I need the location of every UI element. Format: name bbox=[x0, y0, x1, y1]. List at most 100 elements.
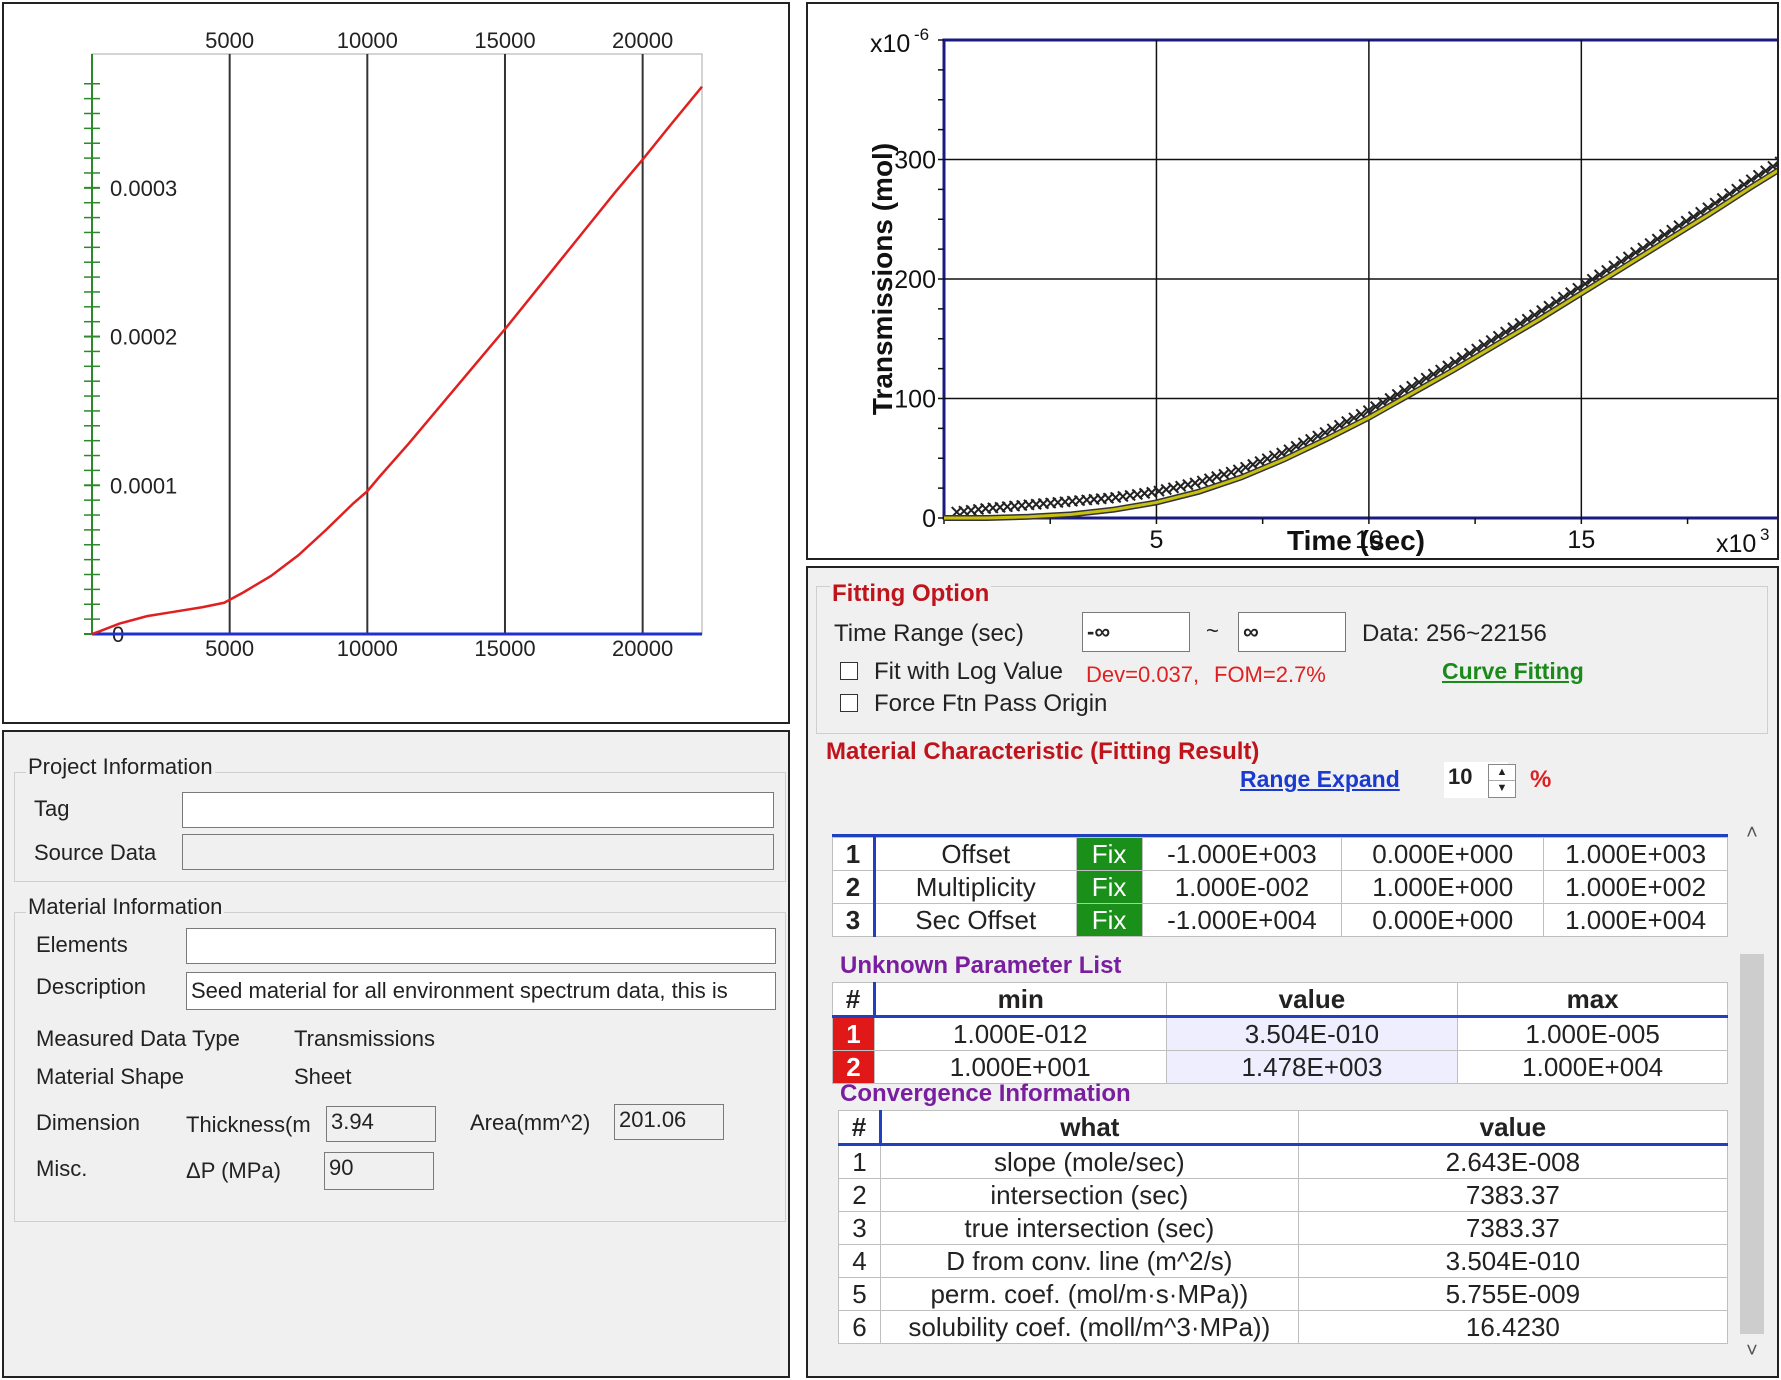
time-range-from[interactable]: -∞ bbox=[1082, 612, 1190, 652]
y-tick-label: 200 bbox=[894, 266, 936, 294]
convergence-what: intersection (sec) bbox=[879, 1178, 1299, 1212]
convergence-what: D from conv. line (m^2/s) bbox=[879, 1244, 1299, 1278]
measured-data-type-label: Measured Data Type bbox=[36, 1026, 240, 1051]
data-point-marker bbox=[1239, 461, 1252, 474]
unknown-params-title: Unknown Parameter List bbox=[840, 952, 1122, 979]
x-tick-top-label: 10000 bbox=[337, 28, 398, 53]
fix-button[interactable]: Fix bbox=[1075, 903, 1143, 937]
column-header: # bbox=[838, 1110, 882, 1146]
scroll-thumb[interactable] bbox=[1740, 954, 1764, 1334]
row-index: 4 bbox=[838, 1244, 881, 1278]
measured-data-type-value: Transmissions bbox=[294, 1026, 435, 1051]
x-multiplier-label: x10 bbox=[1716, 530, 1756, 558]
elements-input[interactable] bbox=[186, 928, 776, 964]
known-params-table: 1 Offset Fix -1.000E+003 0.000E+000 1.000E+00… bbox=[832, 837, 1728, 937]
x-tick-bottom-label: 10000 bbox=[337, 636, 398, 661]
convergence-row[interactable]: 1 slope (mole/sec) 2.643E-008 bbox=[838, 1144, 1729, 1179]
material-shape-label: Material Shape bbox=[36, 1064, 184, 1089]
convergence-what: perm. coef. (mol/m·s·MPa)) bbox=[879, 1277, 1299, 1311]
x-tick-label: 15 bbox=[1567, 526, 1595, 554]
x-tick-label: 5 bbox=[1149, 526, 1163, 554]
known-param-row[interactable]: 3 Sec Offset Fix -1.000E+004 0.000E+000 1.000… bbox=[832, 903, 1728, 937]
right-chart-panel: 01002003005101520x10-6x103Transmissions … bbox=[806, 2, 1779, 560]
row-index: 5 bbox=[838, 1277, 881, 1311]
column-header: value bbox=[1297, 1110, 1729, 1146]
fix-button[interactable]: Fix bbox=[1075, 870, 1143, 904]
row-index: 2 bbox=[832, 870, 876, 904]
x-tick-label: 10 bbox=[1355, 526, 1383, 554]
row-index: 2 bbox=[832, 1050, 875, 1084]
param-max: 1.000E+003 bbox=[1543, 837, 1728, 871]
curve-fitting-link[interactable]: Curve Fitting bbox=[1442, 658, 1584, 684]
convergence-row[interactable]: 6 solubility coef. (moll/m^3·MPa)) 16.4230 bbox=[838, 1310, 1729, 1344]
param-value: 0.000E+000 bbox=[1341, 903, 1545, 937]
y-tick-label: 0.0002 bbox=[110, 325, 177, 350]
data-point-marker bbox=[1218, 468, 1230, 481]
convergence-what: true intersection (sec) bbox=[879, 1211, 1299, 1245]
source-data-input[interactable] bbox=[182, 834, 774, 870]
convergence-title: Convergence Information bbox=[840, 1080, 1131, 1107]
x-tick-bottom-label: 20000 bbox=[612, 636, 673, 661]
thickness-label: Thickness(m bbox=[186, 1112, 311, 1137]
convergence-table: # what value 1 slope (mole/sec) 2.643E-008 2 in… bbox=[838, 1110, 1729, 1344]
spin-down-icon[interactable]: ▼ bbox=[1496, 782, 1508, 794]
unknown-param-row[interactable]: 2 1.000E+001 1.478E+003 1.000E+004 bbox=[832, 1050, 1728, 1084]
tag-input[interactable] bbox=[182, 792, 774, 828]
param-name: Multiplicity bbox=[873, 870, 1077, 904]
force-origin-checkbox[interactable] bbox=[840, 694, 858, 712]
material-info-title: Material Information bbox=[26, 894, 225, 920]
transmission-series-line bbox=[91, 85, 703, 636]
param-value: 3.504E-010 bbox=[1165, 1016, 1459, 1051]
row-index: 1 bbox=[838, 1144, 881, 1179]
param-min: -1.000E+004 bbox=[1141, 903, 1343, 937]
param-value: 1.000E+000 bbox=[1341, 870, 1545, 904]
y-multiplier-exponent: -6 bbox=[914, 25, 929, 44]
area-input[interactable]: 201.06 bbox=[614, 1104, 724, 1140]
y-multiplier-label: x10 bbox=[870, 30, 910, 58]
scroll-up-icon[interactable]: ˄ bbox=[1746, 822, 1758, 844]
convergence-value: 7383.37 bbox=[1297, 1211, 1729, 1245]
param-max: 1.000E+004 bbox=[1543, 903, 1728, 937]
convergence-header-row: # what value bbox=[838, 1110, 1729, 1146]
material-shape-value: Sheet bbox=[294, 1064, 352, 1089]
area-label: Area(mm^2) bbox=[470, 1110, 591, 1135]
scroll-down-icon[interactable]: ˅ bbox=[1746, 1340, 1758, 1362]
time-range-to[interactable]: ∞ bbox=[1238, 612, 1346, 652]
description-input[interactable]: Seed material for all environment spectr… bbox=[186, 972, 776, 1010]
convergence-value: 16.4230 bbox=[1297, 1310, 1729, 1344]
convergence-value: 3.504E-010 bbox=[1297, 1244, 1729, 1278]
convergence-row[interactable]: 5 perm. coef. (mol/m·s·MPa)) 5.755E-009 bbox=[838, 1277, 1729, 1311]
convergence-row[interactable]: 3 true intersection (sec) 7383.37 bbox=[838, 1211, 1729, 1245]
unknown-param-row[interactable]: 1 1.000E-012 3.504E-010 1.000E-005 bbox=[832, 1016, 1728, 1051]
data-point-marker bbox=[1203, 473, 1216, 485]
fix-button[interactable]: Fix bbox=[1075, 837, 1143, 871]
percent-sign: % bbox=[1530, 766, 1552, 793]
column-header: value bbox=[1165, 982, 1459, 1018]
range-expand-link[interactable]: Range Expand bbox=[1240, 766, 1400, 792]
thickness-input[interactable]: 3.94 bbox=[326, 1106, 436, 1142]
dev-text: Dev=0.037, bbox=[1086, 662, 1200, 687]
tag-label: Tag bbox=[34, 796, 70, 821]
delta-p-input[interactable]: 90 bbox=[324, 1152, 434, 1190]
known-param-row[interactable]: 2 Multiplicity Fix 1.000E-002 1.000E+000 1.00… bbox=[832, 870, 1728, 904]
spin-buttons[interactable]: ▲ ▼ bbox=[1488, 764, 1516, 798]
known-param-row[interactable]: 1 Offset Fix -1.000E+003 0.000E+000 1.000E+00… bbox=[832, 837, 1728, 871]
known-params-topline bbox=[832, 834, 1728, 837]
measured-data-markers bbox=[951, 156, 1777, 518]
spin-up-icon[interactable]: ▲ bbox=[1489, 765, 1515, 781]
x-tick-bottom-label: 5000 bbox=[205, 636, 254, 661]
data-point-marker bbox=[1225, 466, 1237, 478]
convergence-row[interactable]: 2 intersection (sec) 7383.37 bbox=[838, 1178, 1729, 1212]
misc-label: Misc. bbox=[36, 1156, 88, 1181]
material-info-group bbox=[14, 912, 786, 1222]
fitting-panel: Fitting Option Time Range (sec) -∞ ~ ∞ D… bbox=[806, 566, 1779, 1378]
convergence-value: 2.643E-008 bbox=[1297, 1144, 1729, 1179]
scrollbar[interactable]: ˄ ˅ bbox=[1738, 822, 1766, 1364]
range-separator: ~ bbox=[1206, 618, 1219, 643]
convergence-what: solubility coef. (moll/m^3·MPa)) bbox=[879, 1310, 1299, 1344]
info-panel: Project Information Tag Source Data Mate… bbox=[2, 730, 790, 1378]
row-index: 3 bbox=[832, 903, 876, 937]
delta-p-label: ΔP (MPa) bbox=[186, 1158, 281, 1183]
fit-log-checkbox[interactable] bbox=[840, 662, 858, 680]
